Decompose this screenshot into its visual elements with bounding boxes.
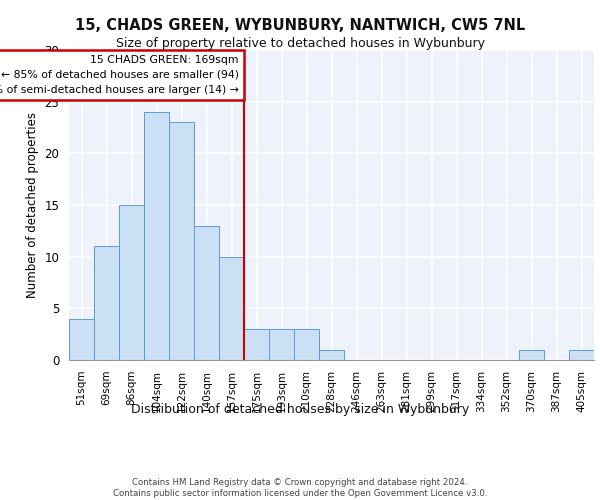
Bar bbox=[169, 122, 194, 360]
Y-axis label: Number of detached properties: Number of detached properties bbox=[26, 112, 39, 298]
Text: 15, CHADS GREEN, WYBUNBURY, NANTWICH, CW5 7NL: 15, CHADS GREEN, WYBUNBURY, NANTWICH, CW… bbox=[75, 18, 525, 32]
Bar bbox=[144, 112, 169, 360]
Bar bbox=[119, 205, 144, 360]
Text: Distribution of detached houses by size in Wybunbury: Distribution of detached houses by size … bbox=[131, 402, 469, 415]
Text: Contains HM Land Registry data © Crown copyright and database right 2024.
Contai: Contains HM Land Registry data © Crown c… bbox=[113, 478, 487, 498]
Bar bbox=[294, 329, 319, 360]
Text: Size of property relative to detached houses in Wybunbury: Size of property relative to detached ho… bbox=[115, 38, 485, 51]
Bar bbox=[269, 329, 294, 360]
Bar bbox=[69, 318, 94, 360]
Text: 15 CHADS GREEN: 169sqm
← 85% of detached houses are smaller (94)
13% of semi-det: 15 CHADS GREEN: 169sqm ← 85% of detached… bbox=[0, 55, 239, 95]
Bar bbox=[244, 329, 269, 360]
Bar bbox=[94, 246, 119, 360]
Bar bbox=[319, 350, 344, 360]
Bar bbox=[194, 226, 219, 360]
Bar bbox=[569, 350, 594, 360]
Bar bbox=[519, 350, 544, 360]
Bar bbox=[219, 256, 244, 360]
